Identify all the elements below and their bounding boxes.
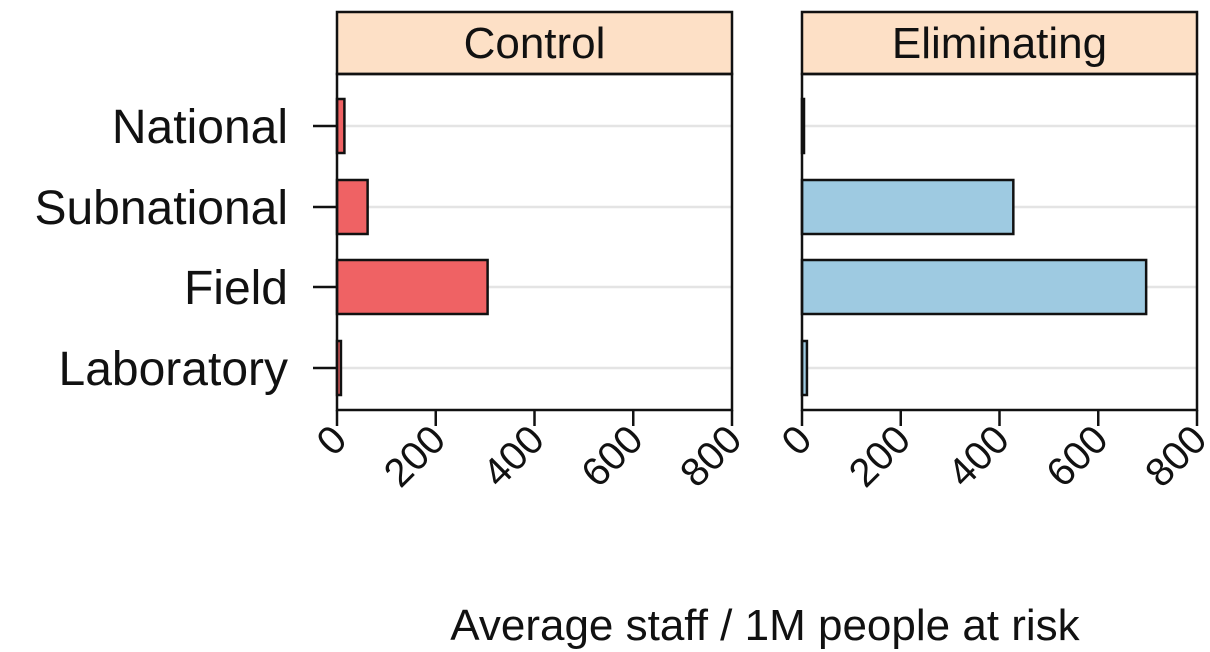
category-labels: National Subnational Field Laboratory [34,101,337,396]
panel-frame [335,72,734,412]
x-tick-label: 800 [1137,417,1210,495]
panels: Control 0 200 400 600 800 Eliminating 0 200 400 60… [309,10,1210,496]
panel-control: Control 0 200 400 600 800 [309,10,750,496]
x-axis-title: Average staff / 1M people at risk [450,601,1080,650]
x-tick-label: 600 [1038,417,1116,495]
bar [335,178,369,236]
x-tick-label: 400 [475,417,553,495]
x-tick-label: 0 [309,417,356,464]
category-label: Subnational [34,182,288,235]
bar [800,258,1148,316]
category-label: National [112,101,288,154]
x-tick-label: 800 [672,417,750,495]
strip-background [335,10,734,76]
panel-eliminating: Eliminating 0 200 400 600 800 [774,10,1210,496]
x-tick-label: 0 [774,417,821,464]
strip-background [800,10,1199,76]
bar [800,178,1015,236]
panel-frame [800,72,1199,412]
category-label: Field [184,262,288,315]
x-tick-label: 400 [940,417,1018,495]
strip-label: Eliminating [892,19,1107,68]
bar [335,258,489,316]
x-tick-label: 600 [573,417,651,495]
category-label: Laboratory [59,343,288,396]
strip-label: Control [464,19,606,68]
x-tick-label: 200 [376,417,454,495]
x-tick-label: 200 [841,417,919,495]
